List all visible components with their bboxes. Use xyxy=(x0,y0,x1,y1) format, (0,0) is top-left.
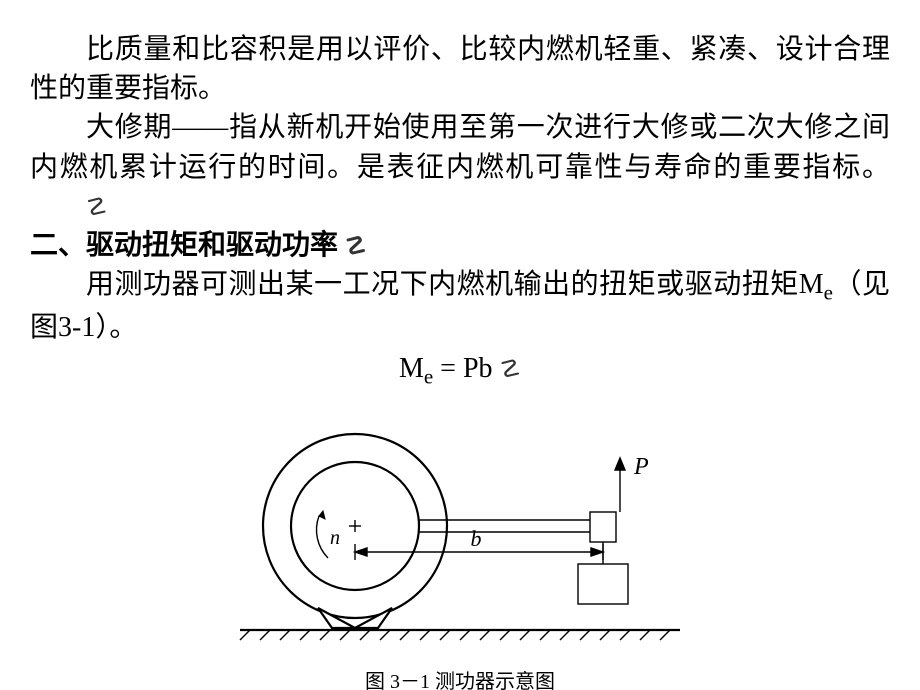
dynamometer-diagram: n P xyxy=(200,396,720,656)
equation-lhs-main: M xyxy=(399,353,424,384)
center-cross-icon xyxy=(349,520,361,532)
equation-lhs-sub: e xyxy=(424,365,433,389)
lever-arm xyxy=(419,520,595,532)
label-P: P xyxy=(633,454,649,480)
flourish-icon: ☡ xyxy=(345,231,367,265)
label-n: n xyxy=(330,527,340,549)
paragraph-3: 用测功器可测出某一工况下内燃机输出的扭矩或驱动扭矩Me（见图3-1）。 xyxy=(30,265,890,347)
heading-2-text: 二、驱动扭矩和驱动功率 xyxy=(30,230,338,261)
rotation-arrowhead-icon xyxy=(319,511,325,519)
paragraph-3-pre: 用测功器可测出某一工况下内燃机输出的扭矩或驱动扭矩M xyxy=(86,269,824,300)
figure-3-1: n P xyxy=(30,396,890,690)
figure-caption: 图 3－1 测功器示意图 xyxy=(30,665,890,690)
flourish-icon: ☡ xyxy=(500,355,522,384)
flourish-icon: ☡ xyxy=(30,192,108,226)
paragraph-2-text: 大修期——指从新机开始使用至第一次进行大修或二次大修之间内燃机累计运行的时间。是… xyxy=(30,112,890,182)
paragraph-1: 比质量和比容积是用以评价、比较内燃机轻重、紧凑、设计合理性的重要指标。 xyxy=(30,30,890,108)
rotation-arc xyxy=(316,516,328,558)
equation-rest: = Pb xyxy=(433,353,492,384)
section-heading-2: 二、驱动扭矩和驱动功率 ☡ xyxy=(30,226,890,265)
paragraph-2: 大修期——指从新机开始使用至第一次进行大修或二次大修之间内燃机累计运行的时间。是… xyxy=(30,108,890,226)
force-arrow-P xyxy=(615,458,625,512)
paragraph-3-sub: e xyxy=(824,281,833,305)
label-b: b xyxy=(471,526,482,551)
equation: Me = Pb ☡ xyxy=(30,353,890,390)
pivot-head xyxy=(590,512,616,542)
stand xyxy=(240,608,680,640)
